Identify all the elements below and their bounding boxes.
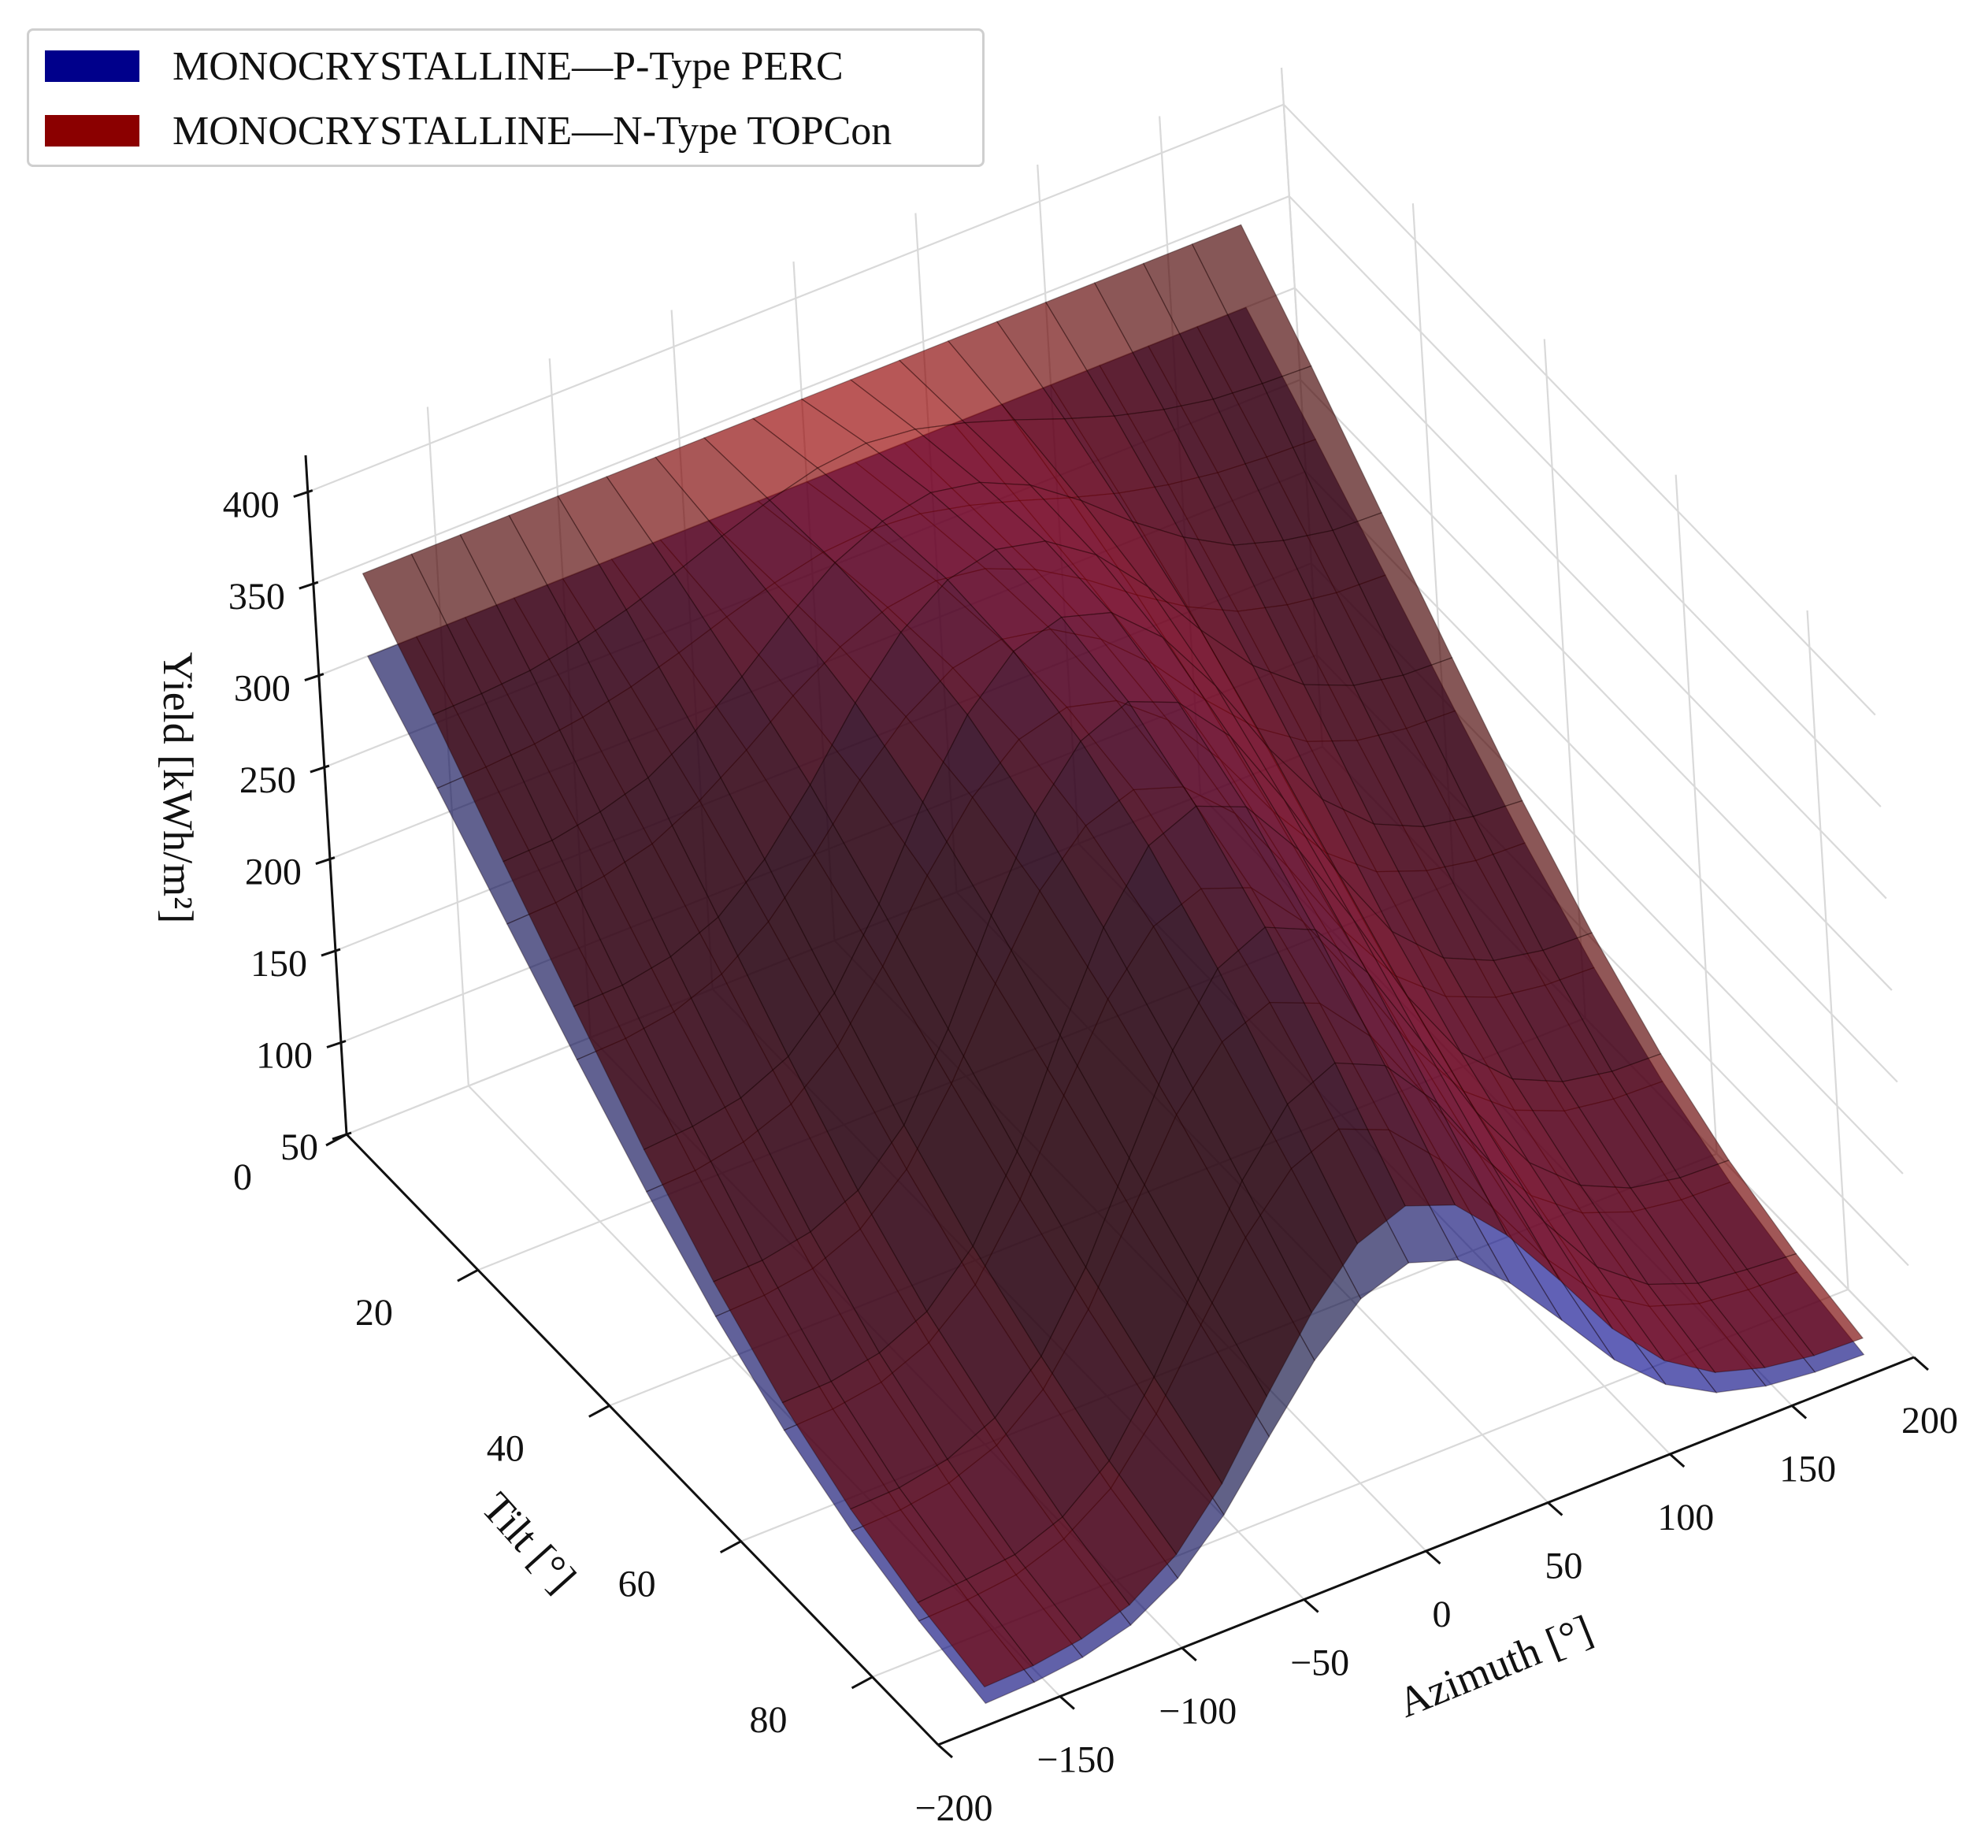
legend-swatch-perc (45, 50, 139, 82)
x-tick (937, 1743, 953, 1759)
x-tick-label: 50 (1545, 1546, 1582, 1587)
surface-topcon (362, 224, 1864, 1688)
surface-facet (1197, 1179, 1313, 1397)
back-pane-az200 (1281, 68, 1914, 1357)
x-tick-label: −50 (1290, 1642, 1349, 1684)
y-tick (457, 1268, 479, 1282)
grid-line (1300, 379, 1893, 991)
y-tick (588, 1405, 610, 1418)
surface-facet (1241, 1103, 1359, 1314)
z-tick (299, 581, 319, 590)
y-tick (719, 1540, 742, 1553)
y-tick-label: 0 (233, 1156, 252, 1198)
z-tick-label: 100 (256, 1035, 313, 1077)
surface-facet (966, 1553, 1083, 1667)
z-tick-label: 150 (250, 943, 307, 985)
z-tick (321, 948, 341, 957)
z-axis-label: Yield [kWh/m²] (154, 652, 202, 924)
x-tick (1913, 1356, 1929, 1371)
legend-swatch-topcon (45, 115, 139, 147)
x-tick-label: −100 (1159, 1690, 1237, 1732)
x-tick (1303, 1598, 1319, 1613)
z-tick-label: 350 (228, 576, 285, 618)
surface-facet (1014, 1516, 1130, 1640)
y-tick-label: 40 (487, 1427, 525, 1469)
y-axis-line (345, 1133, 940, 1746)
grid-line (1283, 103, 1876, 716)
x-tick (1547, 1501, 1563, 1516)
grid-line (1543, 339, 1586, 1019)
x-tick-label: 200 (1901, 1400, 1958, 1442)
x-tick-label: −150 (1037, 1739, 1115, 1781)
y-tick-label: 60 (618, 1564, 656, 1605)
z-tick (293, 489, 313, 499)
z-tick-label: 200 (245, 852, 302, 893)
surfaces (362, 224, 1865, 1705)
z-tick-label: 250 (239, 759, 296, 801)
legend-label-perc: MONOCRYSTALLINE—P-Type PERC (172, 43, 844, 89)
z-tick-label: 300 (234, 668, 291, 710)
surface-facet (1746, 1252, 1864, 1356)
x-tick (1181, 1646, 1197, 1662)
x-tick-label: 150 (1779, 1449, 1836, 1490)
x-tick-label: 100 (1657, 1497, 1714, 1538)
y-axis-label: Tilt [°] (473, 1483, 585, 1601)
grid-line (313, 195, 1290, 585)
surface-facet (1647, 1282, 1766, 1373)
legend: MONOCRYSTALLINE—P-Type PERC MONOCRYSTALL… (27, 28, 985, 167)
surface-facet (1286, 1062, 1406, 1245)
y-tick-label: 80 (750, 1699, 788, 1741)
x-tick-label: 0 (1433, 1594, 1452, 1635)
x-tick (1669, 1453, 1686, 1468)
x-tick (1059, 1695, 1075, 1710)
z-tick (304, 673, 325, 681)
legend-item-perc: MONOCRYSTALLINE—P-Type PERC (45, 44, 844, 89)
y-tick (325, 1133, 347, 1147)
z-tick (315, 856, 336, 865)
grid-line (1289, 195, 1882, 807)
grid-line (1675, 474, 1718, 1154)
z-tick (310, 764, 330, 774)
y-tick-label: 20 (355, 1292, 393, 1334)
z-tick-label: 50 (280, 1126, 318, 1168)
grid-line (1294, 287, 1887, 900)
x-tick (1791, 1405, 1808, 1419)
axes: 50 100 150 200 250 300 350 400 0 20 40 60 80 −200 −150… (223, 455, 1958, 1829)
grid-line (307, 103, 1285, 493)
legend-label-topcon: MONOCRYSTALLINE—N-Type TOPCon (172, 108, 892, 154)
y-tick (851, 1675, 873, 1690)
z-axis-line (304, 455, 348, 1135)
surface-facet (917, 1579, 1034, 1688)
x-tick (1425, 1549, 1441, 1565)
surface-facet (1333, 1062, 1456, 1207)
z-tick (326, 1040, 347, 1048)
z-tick-label: 400 (223, 484, 280, 526)
surface-facet (1384, 1065, 1508, 1237)
legend-item-topcon: MONOCRYSTALLINE—N-Type TOPCon (45, 109, 892, 154)
grid-line (1806, 610, 1849, 1290)
x-tick-label: −200 (914, 1787, 992, 1829)
x-axis-label: Azimuth [°] (1391, 1606, 1599, 1727)
surface-facet (1544, 1222, 1665, 1361)
